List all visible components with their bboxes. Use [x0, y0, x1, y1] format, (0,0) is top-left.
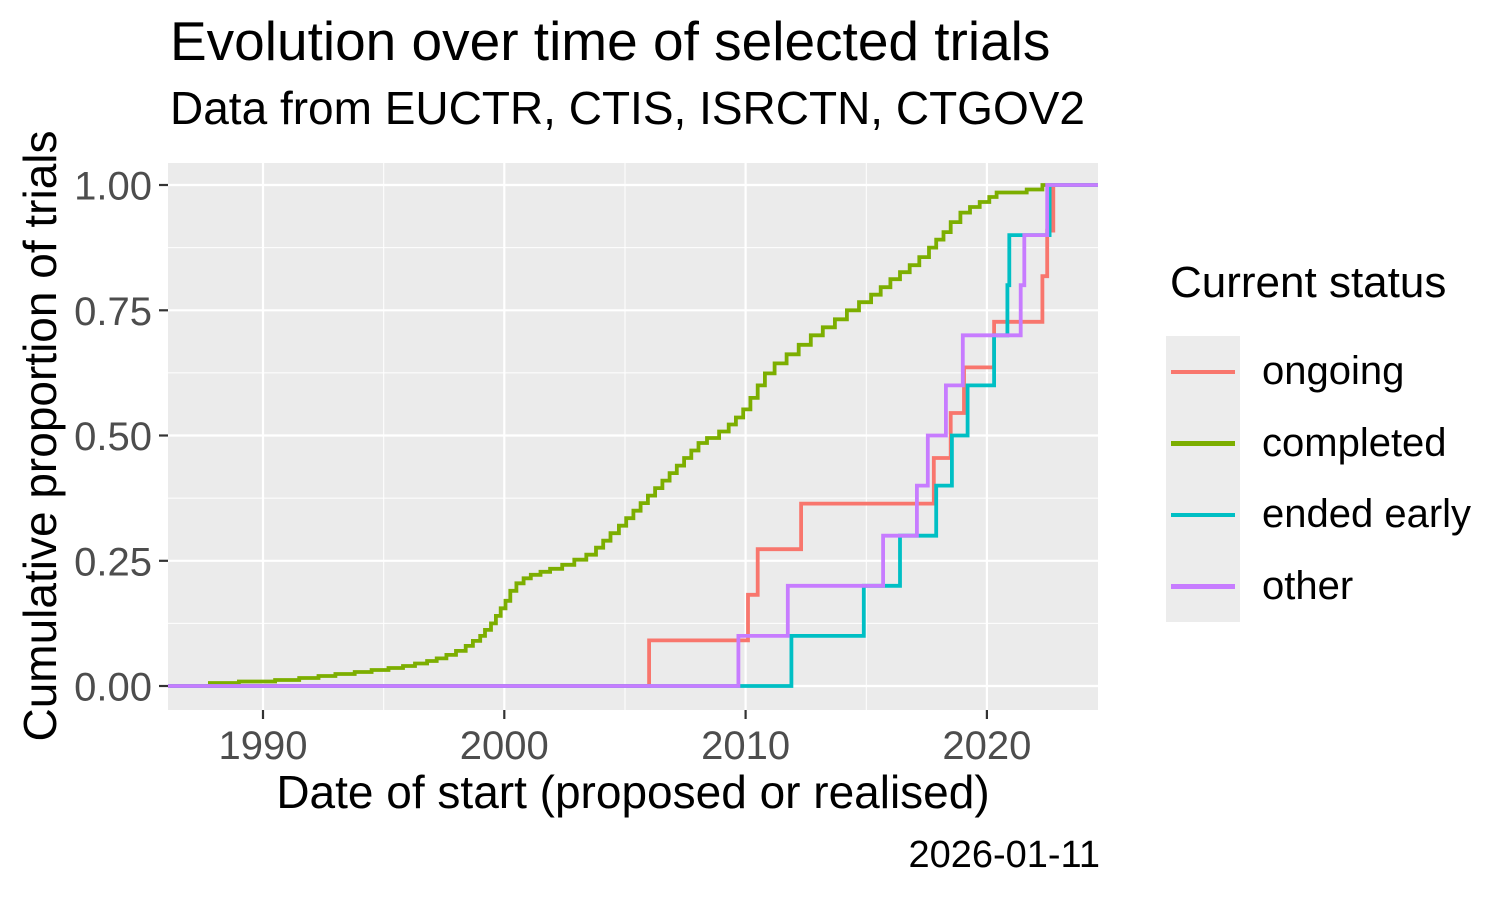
- legend-key-ongoing: [1166, 336, 1240, 408]
- x-tick-label: 2010: [701, 724, 790, 768]
- y-tick-label: 0.50: [74, 415, 152, 459]
- legend: Current status ongoing completed ended e…: [1166, 258, 1471, 622]
- x-tick-label: 2020: [942, 724, 1031, 768]
- legend-item-label: completed: [1262, 420, 1447, 465]
- x-tick-label: 2000: [460, 724, 549, 768]
- series-line-ended-early: [168, 183, 1098, 688]
- legend-item-ongoing: ongoing: [1166, 336, 1471, 408]
- y-axis-title: Cumulative proportion of trials: [14, 130, 66, 742]
- chart-title: Evolution over time of selected trials: [170, 10, 1051, 72]
- y-tick-label: 0.25: [74, 540, 152, 584]
- legend-swatch-line-ended-early: [1171, 512, 1235, 517]
- legend-key-ended-early: [1166, 479, 1240, 551]
- chart-subtitle: Data from EUCTR, CTIS, ISRCTN, CTGOV2: [170, 82, 1085, 134]
- legend-swatch-line-completed: [1171, 441, 1235, 446]
- legend-swatch-line-other: [1171, 584, 1235, 589]
- series-lines: [168, 183, 1098, 688]
- gridlines-major: [168, 163, 1098, 710]
- legend-item-completed: completed: [1166, 407, 1471, 479]
- legend-key-other: [1166, 550, 1240, 622]
- legend-item-ended-early: ended early: [1166, 479, 1471, 551]
- legend-item-label: ongoing: [1262, 349, 1405, 394]
- legend-key-completed: [1166, 407, 1240, 479]
- x-tick-label: 1990: [219, 724, 308, 768]
- legend-item-label: ended early: [1262, 492, 1472, 537]
- legend-item-label: other: [1262, 563, 1354, 608]
- y-tick-label: 0.00: [74, 666, 152, 710]
- axis-tick-labels: 1990 2000 2010 2020 0.00 0.25 0.50 0.75 1.00: [74, 165, 1031, 769]
- legend-rows: ongoing completed ended early other: [1166, 336, 1471, 622]
- legend-title: Current status: [1170, 258, 1447, 307]
- legend-swatch-line-ongoing: [1171, 369, 1235, 374]
- axis-tick-marks: [159, 183, 989, 719]
- x-axis-title: Date of start (proposed or realised): [276, 766, 990, 818]
- series-line-completed: [168, 183, 1098, 688]
- y-tick-label: 0.75: [74, 290, 152, 334]
- legend-item-other: other: [1166, 550, 1471, 622]
- y-tick-label: 1.00: [74, 165, 152, 209]
- series-line-other: [168, 183, 1098, 688]
- chart-caption: 2026-01-11: [908, 834, 1100, 876]
